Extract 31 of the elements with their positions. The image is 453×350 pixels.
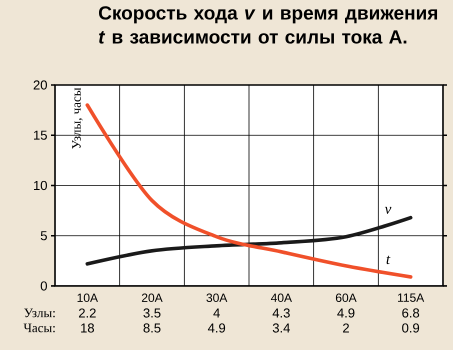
data-label: 2.2 [78, 308, 96, 318]
data-label: 4 [213, 308, 220, 318]
data-label: 4.9 [208, 323, 226, 333]
data-label: 2 [343, 323, 349, 333]
data-label: 0.9 [402, 323, 420, 333]
x-tick-label: 20A [142, 294, 163, 302]
x-tick-label: 10A [78, 294, 98, 302]
line-series [86, 216, 412, 266]
series-label: v [384, 206, 392, 214]
y-tick-label: 15 [34, 130, 47, 140]
y-tick-label: 5 [40, 231, 47, 240]
series-label: t [386, 256, 390, 264]
data-label: 8.5 [144, 323, 160, 333]
text: Часы: [24, 324, 55, 332]
data-label: 18 [81, 323, 94, 333]
y-axis-title: Узлы, часы [72, 88, 83, 149]
chart-title: Скорость хода v и время движения t в зависимости от силы тока A. [98, 6, 438, 44]
data-label: 6.8 [402, 308, 420, 318]
y-tick-label: 0 [40, 281, 47, 291]
line-series [86, 103, 412, 279]
x-tick-label: 115A [398, 294, 424, 302]
x-tick-label: 40A [270, 294, 292, 302]
data-label: 4.3 [272, 308, 290, 318]
data-label: 3.4 [272, 323, 290, 333]
x-tick-label: 60A [336, 294, 357, 302]
data-label: 3.5 [143, 308, 160, 318]
x-tick-label: 30A [206, 294, 228, 302]
y-tick-label: 20 [34, 80, 47, 90]
text: Узлы: [24, 308, 55, 318]
y-tick-label: 10 [34, 180, 47, 190]
data-label: 4.9 [337, 308, 354, 318]
